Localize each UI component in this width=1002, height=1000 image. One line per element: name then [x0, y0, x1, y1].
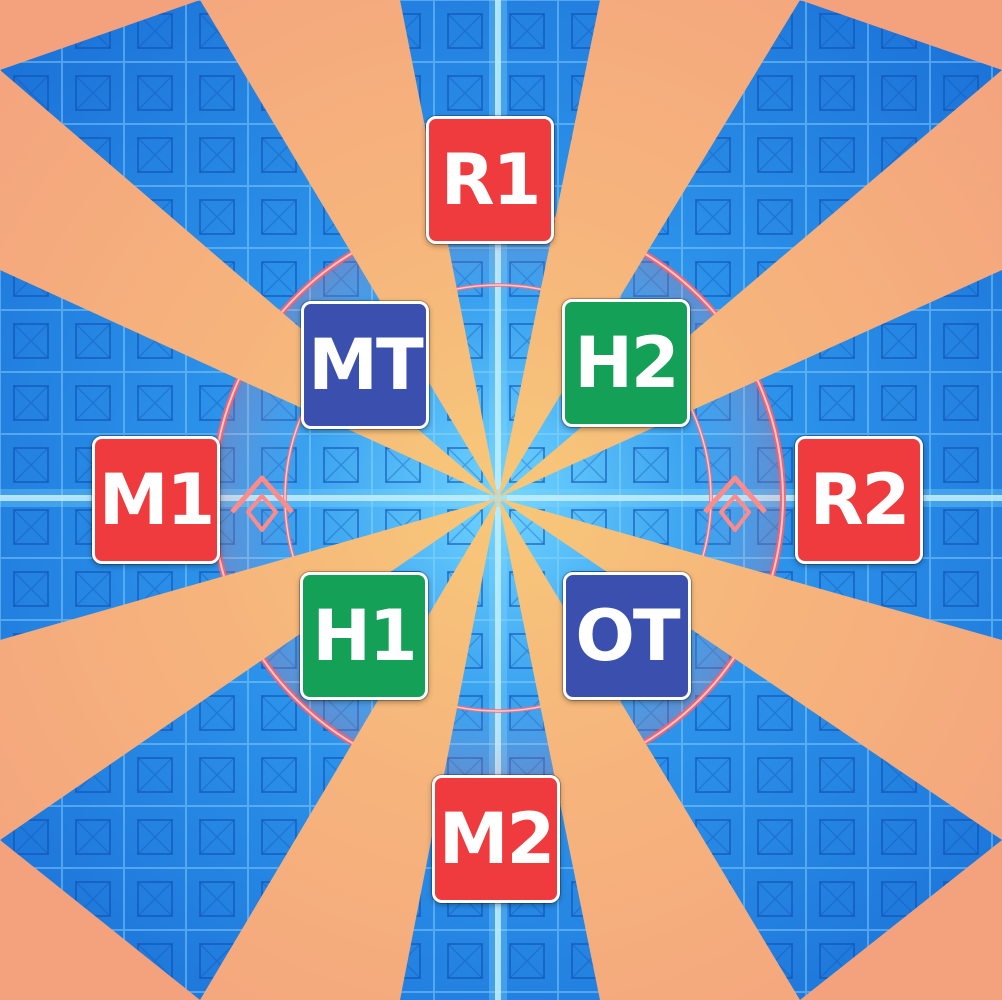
waymark-m1: M1 — [92, 436, 220, 564]
waymark-r1: R1 — [426, 116, 554, 244]
waymark-mt: MT — [301, 301, 429, 429]
chevron-up-icon — [230, 475, 294, 532]
chevron-up-icon — [703, 475, 767, 532]
waymark-ot: OT — [563, 572, 691, 700]
waymark-m2: M2 — [432, 775, 560, 903]
waymark-h1: H1 — [300, 572, 428, 700]
waymark-r2: R2 — [795, 436, 923, 564]
waymark-h2: H2 — [562, 299, 690, 427]
